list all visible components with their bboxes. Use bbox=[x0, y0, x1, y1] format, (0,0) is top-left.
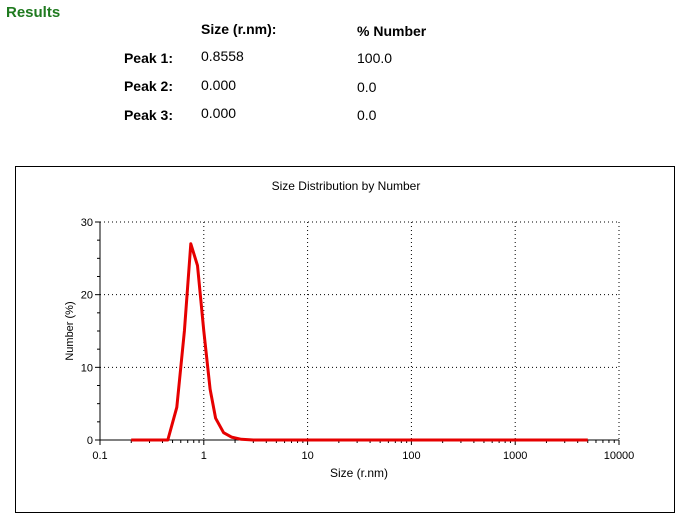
peak-2-size: 0.000 bbox=[201, 77, 237, 93]
results-title: Results bbox=[6, 4, 61, 21]
y-tick-label: 10 bbox=[81, 362, 93, 374]
size-column-header: Size (r.nm): bbox=[201, 21, 277, 37]
peak-2-label: Peak 2: bbox=[123, 78, 173, 94]
peak-1-size: 0.8558 bbox=[201, 48, 244, 64]
x-tick-label: 1000 bbox=[503, 450, 527, 462]
x-axis-label: Size (r.nm) bbox=[330, 466, 388, 480]
chart-title: Size Distribution by Number bbox=[272, 179, 421, 193]
peak-3-size: 0.000 bbox=[201, 105, 237, 121]
y-tick-label: 20 bbox=[81, 290, 93, 302]
peak-1-number: 100.0 bbox=[357, 50, 393, 66]
x-tick-label: 1 bbox=[201, 450, 207, 462]
y-axis-label: Number (%) bbox=[64, 301, 76, 360]
y-tick-label: 30 bbox=[81, 217, 93, 229]
x-tick-label: 100 bbox=[402, 450, 420, 462]
peak-1-label: Peak 1: bbox=[123, 50, 173, 66]
peak-3-label: Peak 3: bbox=[123, 107, 173, 123]
chart-frame bbox=[15, 166, 675, 513]
x-tick-label: 0.1 bbox=[92, 450, 107, 462]
x-tick-label: 10000 bbox=[604, 450, 635, 462]
y-tick-label: 0 bbox=[87, 435, 93, 447]
peak-3-number: 0.0 bbox=[357, 107, 377, 123]
number-column-header: % Number bbox=[357, 23, 427, 39]
series-line bbox=[131, 242, 588, 442]
peak-2-number: 0.0 bbox=[357, 79, 377, 95]
x-tick-label: 10 bbox=[301, 450, 313, 462]
